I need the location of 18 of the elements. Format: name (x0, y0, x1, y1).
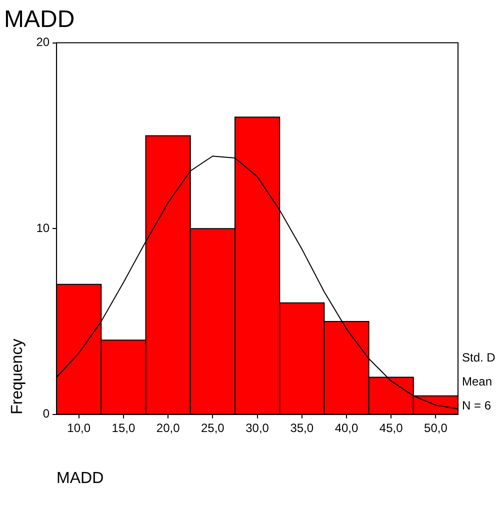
x-tick-label: 10,0 (67, 420, 91, 435)
x-tick-label: 35,0 (290, 420, 314, 435)
x-axis-title: MADD (56, 470, 104, 487)
x-tick-label: 45,0 (379, 420, 404, 435)
x-tick-label: 40,0 (334, 420, 358, 435)
x-tick-label: 20,0 (156, 420, 180, 435)
text: Mean (462, 374, 492, 389)
y-axis-title: Frequency (9, 338, 26, 414)
y-tick-label: 20 (36, 35, 50, 50)
x-tick-label: 30,0 (246, 420, 270, 435)
chart-title: MADD (4, 6, 75, 34)
text: N = 6 (462, 398, 492, 413)
x-tick-label: 25,0 (200, 420, 225, 435)
x-tick-label: 50,0 (424, 420, 448, 435)
y-tick-label: 0 (42, 406, 50, 421)
text: Std. D (462, 350, 496, 365)
x-tick-label: 15,0 (112, 420, 136, 435)
y-tick-label: 10 (36, 220, 50, 235)
